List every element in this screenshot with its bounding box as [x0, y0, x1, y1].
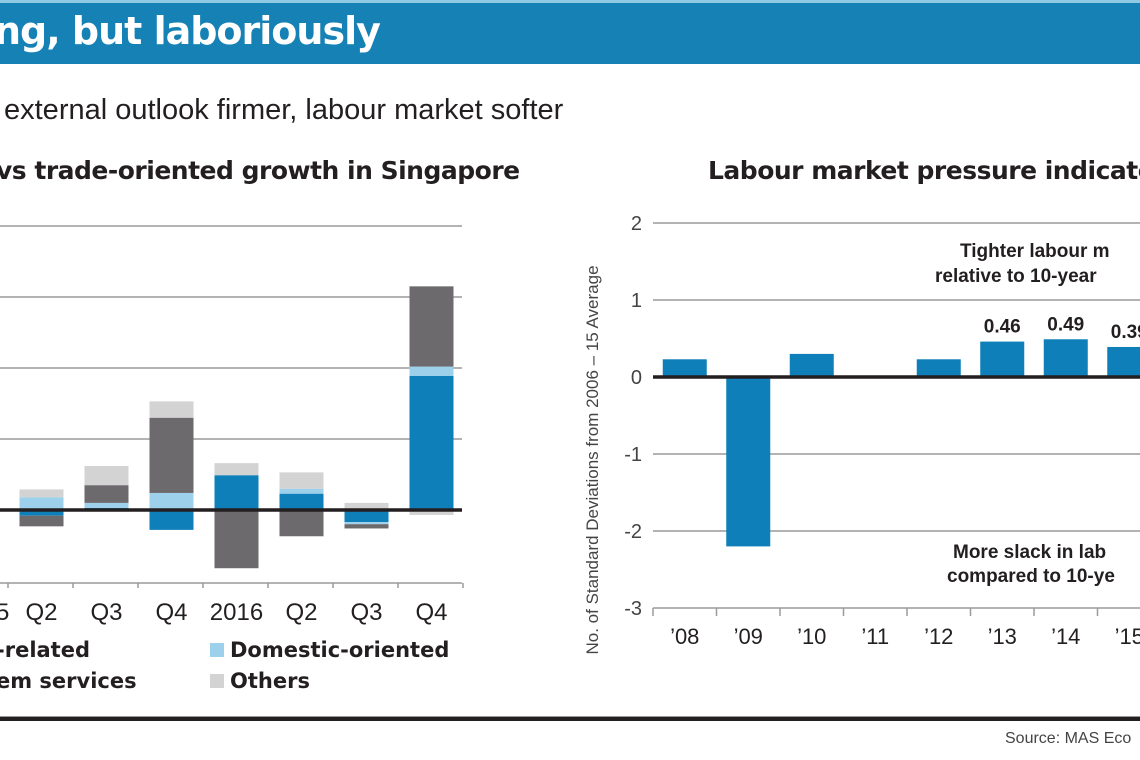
bar-segment-modern-services: [409, 286, 454, 367]
legend-label-trade-related: -related: [0, 638, 90, 662]
bar-segment-trade-related: [214, 475, 259, 510]
bar-segment-trade-related: [344, 510, 389, 523]
left-stacked-bar-chart: 5 Q2 Q3 Q4 2016 Q2 Q3 Q4: [0, 225, 464, 626]
x-tick-label: ’11: [861, 624, 889, 649]
legend-label-modern-services: em services: [0, 669, 137, 693]
bar-segment-trade-related: [19, 510, 64, 516]
bar-segment-modern-services: [149, 417, 194, 493]
bar-segment-others: [279, 472, 324, 489]
y-tick-label: -2: [624, 521, 642, 543]
banner-title: ng, but laboriously: [0, 9, 381, 53]
bar-segment-trade-related: [409, 375, 454, 510]
bar-segment-others: [19, 489, 64, 498]
right-bar-chart: 2 1 0 -1 -2 -3 ’08 ’09 ’10 ’11 ’12 ’13 0.46 ’14 0.49 ’1…: [583, 213, 1140, 655]
x-tick-label: 2016: [210, 599, 263, 626]
x-tick-label: 5: [0, 599, 9, 626]
bar-segment-modern-services: [214, 510, 259, 569]
subtitle: external outlook firmer, labour market s…: [4, 94, 564, 126]
legend-swatch-domestic-oriented: [210, 643, 224, 657]
bar: [789, 353, 834, 377]
header-banner: ng, but laboriously: [0, 0, 1140, 64]
data-label: 0.49: [1047, 314, 1084, 335]
bar: [662, 359, 707, 377]
x-tick-label: ’09: [734, 624, 763, 649]
legend-swatch-others: [210, 674, 224, 688]
x-tick-label: ’13: [988, 624, 1017, 649]
bar: [1043, 339, 1088, 377]
bar-segment-domestic-oriented: [279, 488, 324, 494]
source-note: Source: MAS Eco: [1005, 730, 1132, 747]
x-tick-label: Q2: [25, 599, 57, 626]
annotation-slack-line2: compared to 10-ye: [947, 566, 1115, 587]
bar: [980, 341, 1025, 377]
x-tick-label: Q3: [90, 599, 122, 626]
annotation-slack-line1: More slack in lab: [953, 542, 1106, 563]
bar-segment-others: [214, 463, 259, 476]
bar-segment-others: [409, 510, 454, 515]
y-tick-label: 1: [631, 290, 642, 312]
y-tick-label: -3: [624, 598, 642, 620]
x-tick-label: Q4: [155, 599, 187, 626]
bar-segment-trade-related: [279, 493, 324, 510]
legend-item-others: Others: [210, 669, 310, 693]
bar: [1107, 346, 1140, 377]
bar-segment-others: [84, 465, 129, 486]
bar-segment-others: [149, 401, 194, 418]
x-tick-label: Q4: [415, 599, 447, 626]
bar-segment-trade-related: [149, 510, 194, 530]
legend-item-trade-related: -related: [0, 638, 90, 662]
legend-item-modern-services: em services: [0, 669, 137, 693]
bar-segment-modern-services: [279, 510, 324, 537]
x-tick-label: ’15: [1115, 624, 1140, 649]
bar-segment-modern-services: [344, 524, 389, 529]
bar-segment-domestic-oriented: [19, 497, 64, 510]
left-chart-title: vs trade-oriented growth in Singapore: [0, 156, 520, 185]
bar-segment-domestic-oriented: [84, 502, 129, 508]
bar: [916, 359, 961, 377]
right-chart-title: Labour market pressure indicato: [708, 156, 1140, 185]
x-tick-label: ’10: [797, 624, 826, 649]
bar-segment-others: [344, 502, 389, 510]
legend-label-others: Others: [230, 669, 310, 693]
bar-segment-modern-services: [19, 515, 64, 527]
x-tick-label: Q3: [350, 599, 382, 626]
bar-segment-modern-services: [84, 485, 129, 503]
bottom-rule: [0, 716, 1140, 721]
y-tick-label: -1: [624, 444, 642, 466]
legend-label-domestic-oriented: Domestic-oriented: [230, 638, 450, 662]
x-tick-label: ’14: [1051, 624, 1080, 649]
annotation-tighter-line2: relative to 10-year: [935, 266, 1097, 287]
y-axis-label: No. of Standard Deviations from 2006 – 1…: [583, 265, 602, 654]
x-tick-label: ’08: [670, 624, 699, 649]
x-tick-label: ’12: [924, 624, 953, 649]
bar: [726, 377, 771, 547]
annotation-tighter-line1: Tighter labour m: [960, 241, 1110, 262]
data-label: 0.39: [1111, 322, 1140, 343]
y-tick-label: 0: [631, 367, 642, 389]
bar-segment-domestic-oriented: [344, 522, 389, 525]
bar-segment-domestic-oriented: [149, 492, 194, 510]
data-label: 0.46: [984, 317, 1021, 338]
y-tick-label: 2: [631, 213, 642, 235]
bar-segment-domestic-oriented: [409, 366, 454, 376]
legend-item-domestic-oriented: Domestic-oriented: [210, 638, 449, 662]
x-tick-label: Q2: [285, 599, 317, 626]
